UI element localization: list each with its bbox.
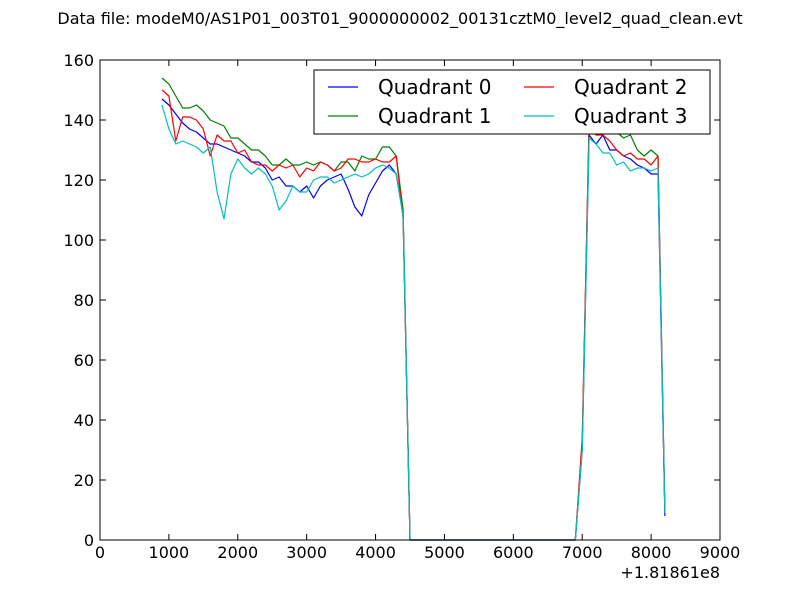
y-tick-label: 100 bbox=[63, 231, 94, 250]
axes-layer: 0 1000 2000 3000 4000 5000 6000 7000 8000 9000 0 20… bbox=[63, 51, 740, 562]
x-tick-label: 9000 bbox=[700, 543, 741, 562]
y-tick-label: 140 bbox=[63, 111, 94, 130]
y-tick-label: 160 bbox=[63, 51, 94, 70]
x-tick-label: 8000 bbox=[631, 543, 672, 562]
x-tick-label: 1000 bbox=[149, 543, 190, 562]
series-line-quadrant-2 bbox=[161, 89, 666, 541]
y-tick-label: 60 bbox=[74, 351, 94, 370]
x-tick-label: 2000 bbox=[217, 543, 258, 562]
legend-box bbox=[313, 69, 711, 135]
y-tick-label: 0 bbox=[84, 531, 94, 550]
legend-label: Quadrant 0 bbox=[378, 75, 491, 99]
x-tick-label: 3000 bbox=[286, 543, 327, 562]
series-line-quadrant-3 bbox=[161, 104, 666, 541]
legend: Quadrant 0 Quadrant 1 Quadrant 2 Quadrant 3 bbox=[313, 69, 711, 135]
plot-background bbox=[100, 60, 720, 540]
y-tick-label: 80 bbox=[74, 291, 94, 310]
x-tick-label: 4000 bbox=[355, 543, 396, 562]
y-tick-label: 40 bbox=[74, 411, 94, 430]
legend-label: Quadrant 2 bbox=[574, 75, 687, 99]
x-tick-label: 6000 bbox=[493, 543, 534, 562]
legend-label: Quadrant 3 bbox=[574, 104, 687, 128]
x-tick-label: 0 bbox=[95, 543, 105, 562]
x-tick-label: 5000 bbox=[424, 543, 465, 562]
series-layer bbox=[161, 77, 666, 541]
plot-area bbox=[100, 60, 720, 540]
y-tick-label: 120 bbox=[63, 171, 94, 190]
chart-title: Data file: modeM0/AS1P01_003T01_90000000… bbox=[57, 9, 742, 29]
y-tick-label: 20 bbox=[74, 471, 94, 490]
x-tick-label: 7000 bbox=[562, 543, 603, 562]
legend-label: Quadrant 1 bbox=[378, 104, 491, 128]
x-offset-label: +1.81861e8 bbox=[620, 563, 720, 582]
